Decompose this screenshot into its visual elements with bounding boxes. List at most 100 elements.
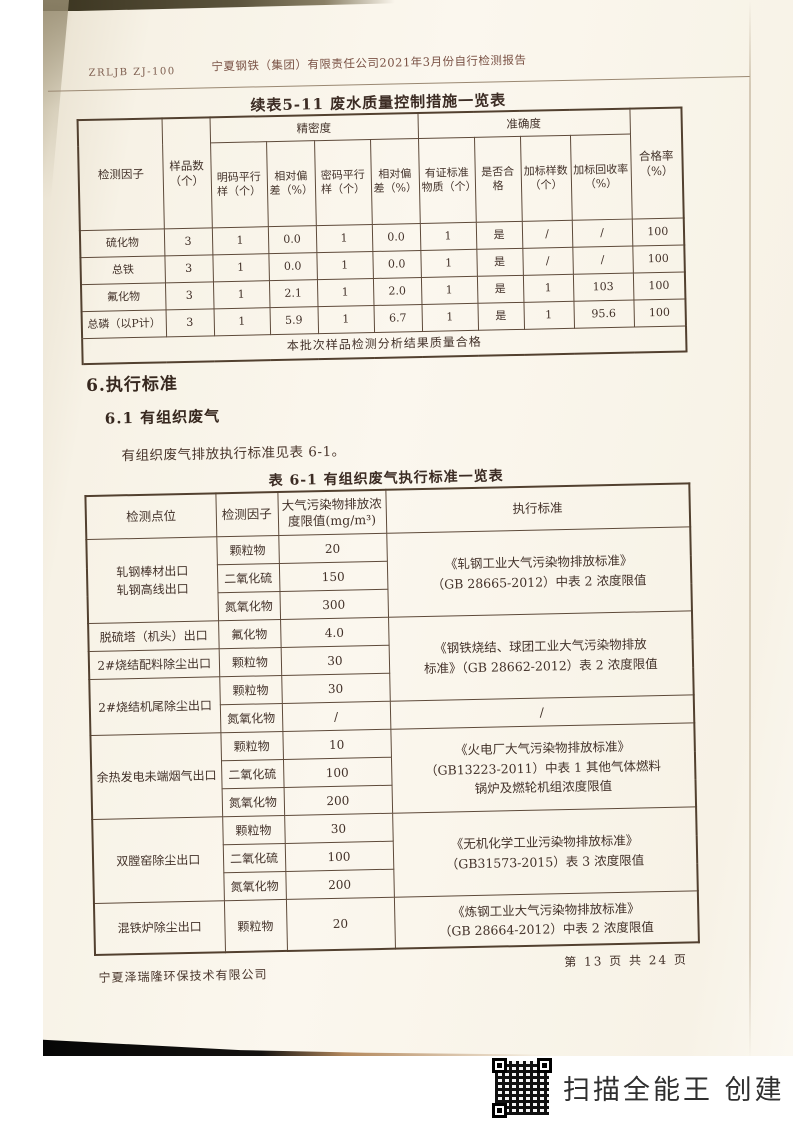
scanned-page: ZRLJB ZJ-100 宁夏钢铁（集团）有限责任公司2021年3月份自行检测报… xyxy=(43,0,793,1060)
factor-cell: 颗粒物 xyxy=(222,815,285,845)
wastewater-quality-table: 检测因子 样品数（个） 精密度 准确度 合格率（%） 明码平行样（个） 相对偏差… xyxy=(76,106,688,366)
limit-cell: 20 xyxy=(278,533,387,564)
table-cell: 0.0 xyxy=(267,225,317,254)
table-cell: 0.0 xyxy=(268,252,317,281)
table-cell: 6.7 xyxy=(373,304,423,333)
factor-cell: 氟化物 xyxy=(80,282,166,312)
limit-cell: 100 xyxy=(282,757,392,788)
document-code: ZRLJB ZJ-100 xyxy=(88,66,176,79)
factor-cell: 颗粒物 xyxy=(223,899,287,953)
table-cell: 100 xyxy=(632,244,685,274)
table-cell: 1 xyxy=(420,249,477,278)
table-cell: 1 xyxy=(421,303,479,332)
factor-cell: 硫化物 xyxy=(79,228,165,258)
column-header: 相对偏差（%） xyxy=(266,140,316,227)
limit-cell: / xyxy=(281,701,391,732)
factor-cell: 二氧化硫 xyxy=(220,759,284,789)
table-cell: 100 xyxy=(633,298,686,328)
report-header-title: 宁夏钢铁（集团）有限责任公司2021年3月份自行检测报告 xyxy=(211,52,527,74)
factor-cell: 总铁 xyxy=(80,255,165,285)
factor-cell: 氮氧化物 xyxy=(219,703,283,733)
table-cell: 5.9 xyxy=(269,306,319,335)
table-cell: 1 xyxy=(316,278,374,307)
factor-cell: 氮氧化物 xyxy=(217,591,281,621)
factor-cell: 二氧化硫 xyxy=(222,843,286,873)
limit-cell: 10 xyxy=(282,729,391,760)
table-cell: 1 xyxy=(316,251,373,280)
monitor-point-cell: 2#烧结配料除尘出口 xyxy=(88,648,220,680)
column-header: 加标样数（个） xyxy=(519,135,572,222)
standard-cell: 《轧钢工业大气污染物排放标准》 （GB 28665-2012）中表 2 浓度限值 xyxy=(386,526,692,618)
limit-cell: 200 xyxy=(285,869,394,900)
monitor-point-cell: 2#烧结机尾除尘出口 xyxy=(89,676,221,736)
table-cell: / xyxy=(571,219,633,248)
qr-finder-top-left xyxy=(492,1058,507,1073)
limit-cell: 4.0 xyxy=(280,617,389,648)
column-header: 有证标准物质（个） xyxy=(418,137,477,224)
table-cell: 1 xyxy=(523,301,575,330)
factor-cell: 颗粒物 xyxy=(219,675,282,705)
scan-edge-top xyxy=(43,0,395,11)
monitor-point-cell: 余热发电未端烟气出口 xyxy=(90,732,223,820)
limit-cell: 30 xyxy=(280,645,390,676)
column-header: 密码平行样（个） xyxy=(314,139,372,226)
standard-cell: 《钢铁烧结、球团工业大气污染物排放 标准》（GB 28662-2012）表 2 … xyxy=(388,610,694,702)
table-cell: / xyxy=(522,247,573,276)
monitor-point-cell: 脱硫塔（机头）出口 xyxy=(88,620,219,652)
limit-cell: 30 xyxy=(281,673,390,704)
table-cell: 1 xyxy=(212,253,269,282)
subsection-heading: 6.1 有组织废气 xyxy=(104,407,221,428)
column-header: 大气污染物排放浓 度限值(mg/m³) xyxy=(277,489,387,536)
column-header: 相对偏差（%） xyxy=(370,138,420,225)
scanner-watermark-text: 扫描全能王 创建 xyxy=(563,1075,785,1106)
page-content: ZRLJB ZJ-100 宁夏钢铁（集团）有限责任公司2021年3月份自行检测报… xyxy=(32,0,793,1068)
table-cell: 1 xyxy=(315,224,373,253)
monitor-point-cell: 轧钢棒材出口 轧钢高线出口 xyxy=(86,536,219,624)
factor-cell: 颗粒物 xyxy=(220,731,283,761)
table-cell: 1 xyxy=(213,307,271,336)
factor-cell: 氮氧化物 xyxy=(223,871,286,901)
footer-company-name: 宁夏泽瑞隆环保技术有限公司 xyxy=(98,967,268,985)
table-cell: / xyxy=(572,246,633,275)
table-cell: 是 xyxy=(475,221,523,250)
standard-cell: 《无机化学工业污染物排放标准》 （GB31573-2015）表 3 浓度限值 xyxy=(392,806,698,898)
table-cell: 是 xyxy=(477,302,525,331)
monitor-point-cell: 混铁炉除尘出口 xyxy=(93,900,226,955)
table-cell: 103 xyxy=(572,273,634,302)
body-paragraph: 有组织废气排放执行标准见表 6-1。 xyxy=(121,443,346,465)
table-cell: 100 xyxy=(631,217,685,247)
factor-cell: 氮氧化物 xyxy=(221,787,285,817)
table-cell: 1 xyxy=(522,274,574,303)
emission-standards-table: 检测点位 检测因子 大气污染物排放浓 度限值(mg/m³) 执行标准 轧钢棒材出… xyxy=(84,482,700,956)
qr-finder-bottom-left xyxy=(492,1103,507,1118)
table-cell: 3 xyxy=(164,281,214,310)
table-cell: 是 xyxy=(476,275,524,304)
qr-finder-top-right xyxy=(537,1058,552,1073)
column-header: 是否合格 xyxy=(473,136,522,223)
column-header: 检测因子 xyxy=(77,118,164,231)
table-cell: 0.0 xyxy=(371,223,421,252)
monitor-point-cell: 双膛窑除尘出口 xyxy=(92,816,224,904)
page-fold-line xyxy=(749,0,751,1060)
table-cell: 100 xyxy=(632,271,686,301)
factor-cell: 总磷（以P计） xyxy=(81,309,167,339)
qr-code xyxy=(492,1058,552,1118)
table-cell: 2.1 xyxy=(268,279,318,308)
table-cell: 1 xyxy=(211,226,269,255)
column-header: 加标回收率（%） xyxy=(569,134,632,221)
table-cell: 1 xyxy=(419,222,477,251)
scanner-watermark-bar: 扫描全能王 创建 xyxy=(0,1056,793,1123)
table-cell: 95.6 xyxy=(573,300,635,329)
limit-cell: 150 xyxy=(278,561,388,592)
factor-cell: 颗粒物 xyxy=(216,535,279,565)
limit-cell: 100 xyxy=(284,841,394,872)
footer-page-number: 第 13 页 共 24 页 xyxy=(564,952,689,970)
table-cell: 3 xyxy=(164,254,213,283)
table-cell: 3 xyxy=(163,227,213,256)
column-header: 样品数（个） xyxy=(161,117,212,229)
column-header: 检测因子 xyxy=(215,492,279,537)
table-cell: 3 xyxy=(165,308,215,337)
table-cell: / xyxy=(521,220,573,249)
table-cell: 是 xyxy=(476,248,523,277)
limit-cell: 300 xyxy=(279,589,389,620)
